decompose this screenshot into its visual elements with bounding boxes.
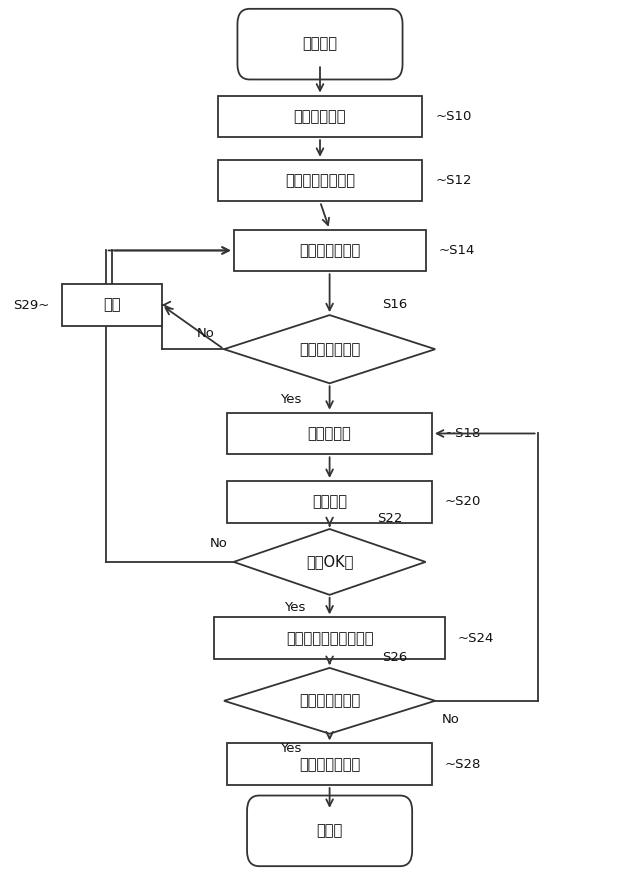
Text: ~S20: ~S20 <box>445 495 481 508</box>
Text: Yes: Yes <box>284 601 305 614</box>
Text: ~S28: ~S28 <box>445 758 481 771</box>
Text: ~S14: ~S14 <box>438 244 475 257</box>
Text: S26: S26 <box>383 651 408 664</box>
Polygon shape <box>224 668 435 734</box>
Text: スタート: スタート <box>303 37 337 52</box>
Polygon shape <box>234 529 426 595</box>
Text: 通知: 通知 <box>103 298 121 312</box>
Text: 追尾OK？: 追尾OK？ <box>306 555 353 570</box>
Text: S22: S22 <box>378 512 403 525</box>
Text: 追尾枚表示: 追尾枚表示 <box>308 426 351 441</box>
Bar <box>62 284 162 326</box>
Bar <box>227 413 432 454</box>
Text: ~S18: ~S18 <box>445 427 481 440</box>
Bar <box>234 229 426 271</box>
Text: ~S12: ~S12 <box>435 174 472 187</box>
Text: Yes: Yes <box>280 742 302 755</box>
Text: S29~: S29~ <box>13 298 50 311</box>
Text: 被写体検出処理: 被写体検出処理 <box>299 243 360 258</box>
Bar <box>214 618 445 659</box>
Polygon shape <box>224 315 435 383</box>
Text: No: No <box>209 537 227 550</box>
Text: 追尾処理: 追尾処理 <box>312 494 347 509</box>
Text: Yes: Yes <box>280 393 302 406</box>
Text: ~S24: ~S24 <box>458 632 494 645</box>
FancyBboxPatch shape <box>247 795 412 866</box>
Text: 撮影ガイド枚表示: 撮影ガイド枚表示 <box>285 173 355 188</box>
Text: 画像データ送信: 画像データ送信 <box>299 757 360 772</box>
Text: エンド: エンド <box>316 823 343 838</box>
Bar <box>218 160 422 201</box>
Text: No: No <box>442 713 460 726</box>
FancyBboxPatch shape <box>237 9 403 80</box>
Bar <box>218 95 422 137</box>
Text: ~S10: ~S10 <box>435 110 472 123</box>
Bar <box>227 744 432 785</box>
Bar <box>227 481 432 522</box>
Text: No: No <box>196 326 214 340</box>
Text: 撒像パラメータを調整: 撒像パラメータを調整 <box>286 631 373 646</box>
Text: 動画撮影開始: 動画撮影開始 <box>294 108 346 124</box>
Text: 顔と手を検出？: 顔と手を検出？ <box>299 342 360 357</box>
Text: 動画撮影終了？: 動画撮影終了？ <box>299 693 360 708</box>
Text: S16: S16 <box>383 298 408 311</box>
